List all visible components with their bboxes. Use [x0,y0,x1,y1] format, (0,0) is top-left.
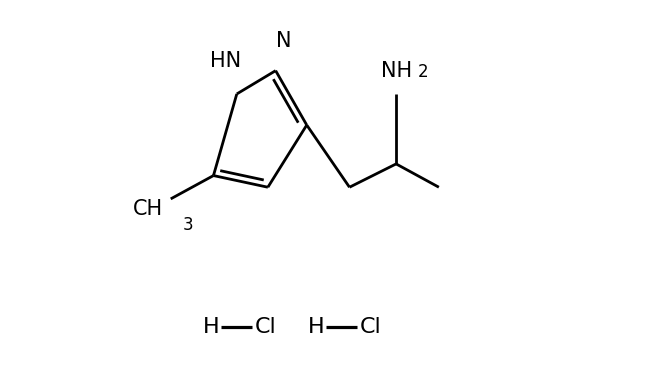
Text: Cl: Cl [255,317,277,337]
Text: HN: HN [210,51,240,71]
Text: H: H [203,317,220,337]
Text: H: H [308,317,325,337]
Text: Cl: Cl [360,317,382,337]
Text: 2: 2 [418,63,429,81]
Text: NH: NH [380,60,412,81]
Text: N: N [276,32,291,51]
Text: CH: CH [133,199,163,219]
Text: 3: 3 [183,216,193,234]
